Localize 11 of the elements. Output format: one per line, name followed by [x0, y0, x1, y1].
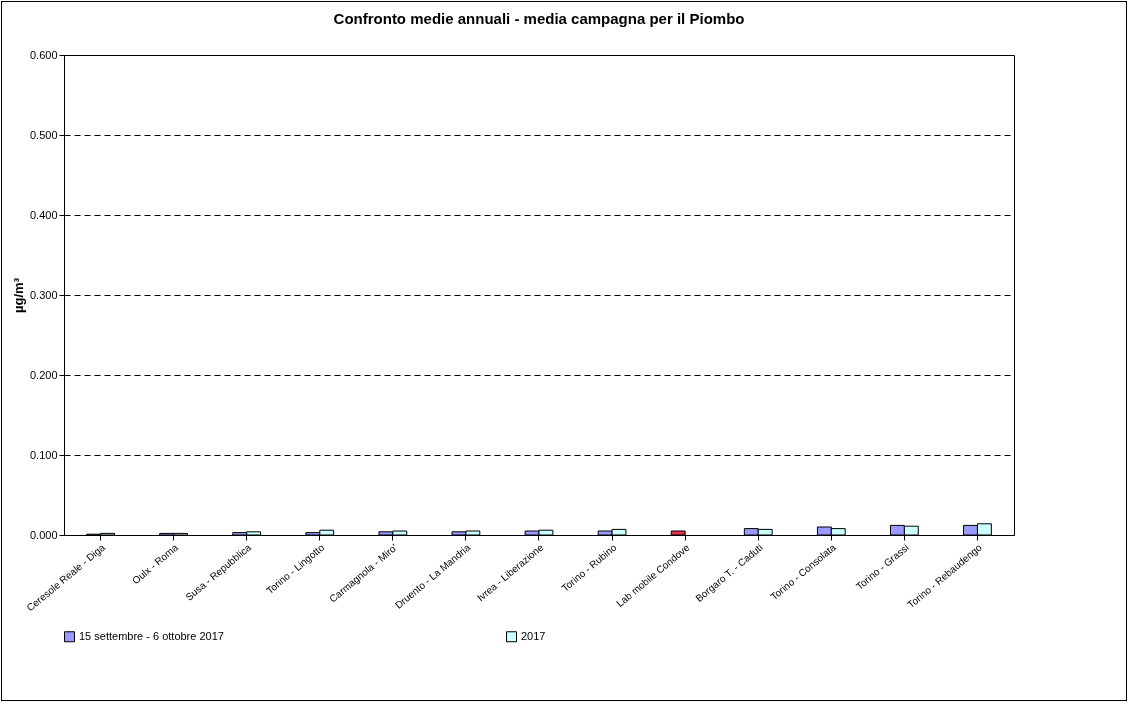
y-tick-label: 0.600: [29, 48, 58, 61]
y-tick-label: 0.100: [29, 448, 58, 461]
y-tick-label: 0.200: [29, 368, 58, 381]
y-axis-title: µg/m³: [10, 277, 26, 313]
chart-title: Confronto medie annuali - media campagna per il Piombo: [333, 10, 745, 27]
y-tick-label: 0.400: [29, 208, 58, 221]
legend-label: 2017: [521, 629, 546, 642]
y-tick-label: 0.500: [29, 128, 58, 141]
y-tick-label: 0.000: [29, 528, 58, 541]
y-tick-label: 0.300: [29, 288, 58, 301]
legend-label: 15 settembre - 6 ottobre 2017: [79, 629, 224, 642]
